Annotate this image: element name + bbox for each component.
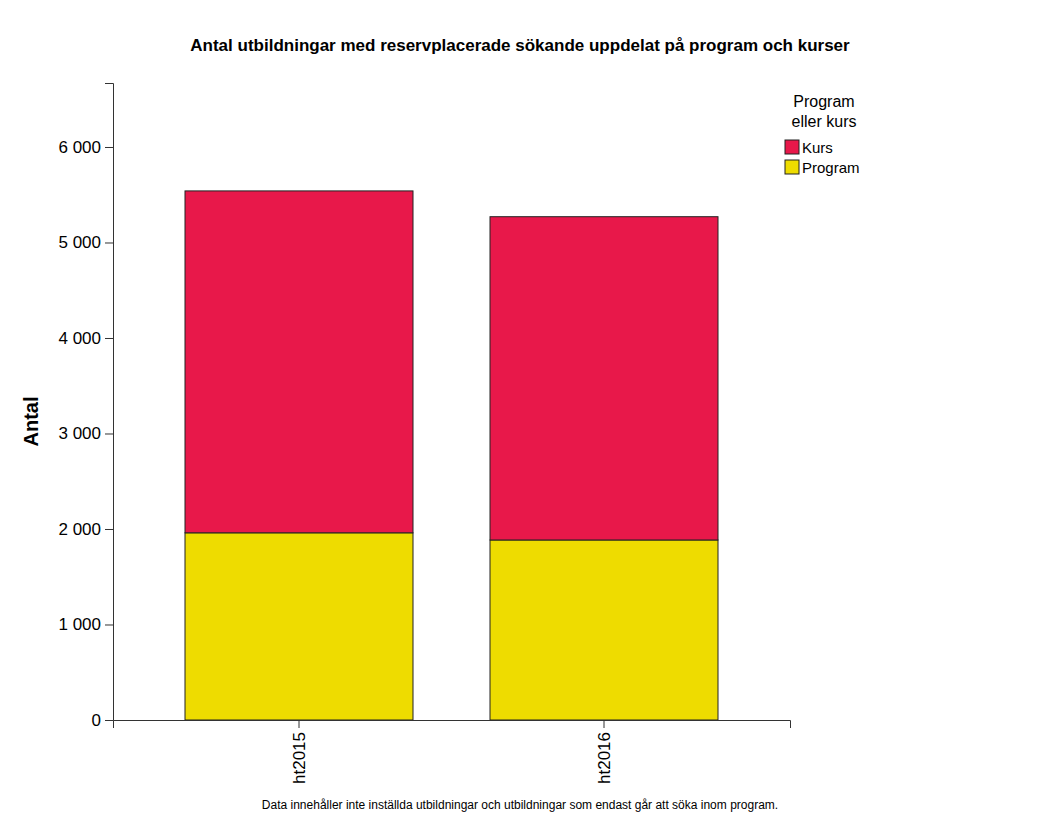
y-tick: 1 000 <box>58 615 113 634</box>
y-tick-label: 2 000 <box>58 520 101 539</box>
x-tick-mark <box>299 720 300 728</box>
footnote: Data innehåller inte inställda utbildnin… <box>262 798 778 812</box>
y-tick-label: 3 000 <box>58 424 101 443</box>
y-axis: 0 1 000 2 000 3 000 4 000 5 000 6 000 <box>58 84 113 730</box>
y-tick-mark <box>105 529 113 530</box>
bar-segment <box>490 217 718 540</box>
bar-segment <box>185 533 413 720</box>
y-tick-label: 0 <box>92 711 101 730</box>
legend-label: Kurs <box>802 139 833 156</box>
bars <box>185 191 718 720</box>
chart: Antal utbildningar med reservplacerade s… <box>0 0 1041 833</box>
x-tick-label: ht2015 <box>290 732 309 784</box>
x-axis: ht2015 ht2016 <box>114 720 791 784</box>
legend: Program eller kurs Kurs Program <box>785 93 860 176</box>
y-tick-label: 4 000 <box>58 329 101 348</box>
x-tick: ht2016 <box>595 720 614 784</box>
y-tick-mark <box>105 147 113 148</box>
y-tick-label: 6 000 <box>58 138 101 157</box>
y-tick-mark <box>105 433 113 434</box>
y-tick-mark <box>105 624 113 625</box>
y-tick-label: 1 000 <box>58 615 101 634</box>
legend-label: Program <box>802 159 860 176</box>
legend-swatch <box>785 140 799 154</box>
legend-swatch <box>785 160 799 174</box>
x-tick-mark <box>604 720 605 728</box>
bar-segment <box>490 540 718 720</box>
y-tick: 3 000 <box>58 424 113 443</box>
y-axis-title: Antal <box>20 397 42 447</box>
y-tick-label: 5 000 <box>58 233 101 252</box>
y-tick-mark <box>105 242 113 243</box>
x-tick: ht2015 <box>290 720 309 784</box>
y-tick: 6 000 <box>58 138 113 157</box>
y-tick-mark <box>105 338 113 339</box>
legend-title: eller kurs <box>792 113 857 130</box>
bar-segment <box>185 191 413 533</box>
y-tick-mark <box>105 720 113 721</box>
y-tick: 5 000 <box>58 233 113 252</box>
x-tick-label: ht2016 <box>595 732 614 784</box>
legend-title: Program <box>793 93 854 110</box>
title: Antal utbildningar med reservplacerade s… <box>190 36 850 55</box>
y-tick: 0 <box>92 711 113 730</box>
y-axis-line <box>105 84 114 721</box>
y-tick: 2 000 <box>58 520 113 539</box>
y-tick: 4 000 <box>58 329 113 348</box>
x-axis-line <box>114 721 791 729</box>
